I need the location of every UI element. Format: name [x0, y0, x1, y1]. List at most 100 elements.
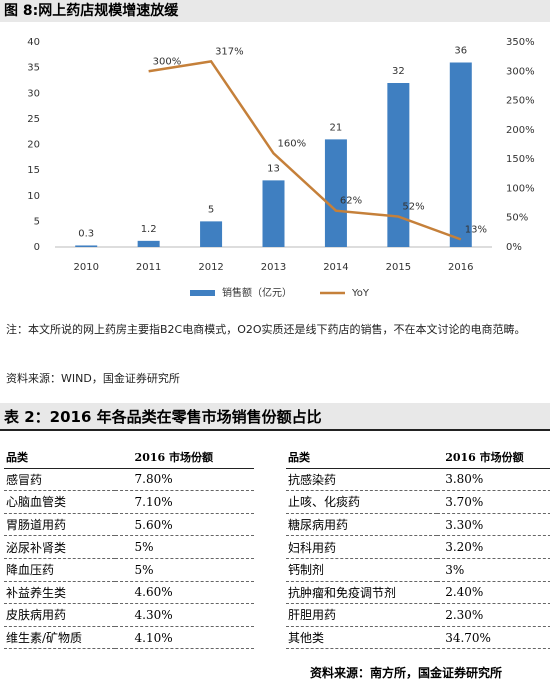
y-tick-label: 40 [27, 37, 40, 48]
y2-tick-label: 200% [506, 125, 535, 136]
bar [200, 221, 223, 247]
table-cell: 2016 市场份额 [114, 446, 254, 469]
table-row: 维生素/矿物质 4.10% [4, 626, 254, 650]
table-cell: 2016 市场份额 [437, 446, 550, 469]
table-cell: 4.10% [114, 626, 254, 650]
table-cell: 品类 [4, 446, 115, 469]
line-value-label: 62% [340, 196, 362, 207]
bar [324, 139, 347, 247]
table-cell: 7.10% [114, 490, 254, 514]
table-row: 品类 2016 市场份额 [286, 446, 550, 469]
table-row: 钙制剂 3% [286, 558, 550, 582]
table-cell: 3% [437, 558, 550, 582]
y2-tick-label: 50% [506, 213, 528, 224]
y2-tick-label: 300% [506, 66, 535, 77]
table-cell: 5.60% [114, 513, 254, 537]
table-cell: 皮肤病用药 [4, 603, 115, 627]
table-row: 泌尿补肾类 5% [4, 535, 254, 559]
table-cell: 34.70% [437, 626, 550, 650]
y-tick-label: 30 [27, 88, 40, 99]
table-row: 品类 2016 市场份额 [4, 446, 254, 469]
table-cell: 妇科用药 [286, 535, 438, 559]
table-cell: 品类 [286, 446, 438, 469]
table-row: 补益养生类 4.60% [4, 581, 254, 605]
table-cell: 3.20% [437, 535, 550, 559]
y-tick-label: 0 [34, 242, 40, 253]
table-cell: 泌尿补肾类 [4, 535, 115, 559]
table-row: 肝胆用药 2.30% [286, 603, 550, 627]
x-tick-label: 2016 [448, 262, 473, 273]
table-row: 抗感染药 3.80% [286, 468, 550, 492]
bar-value-label: 36 [454, 46, 467, 57]
line-value-label: 160% [278, 138, 307, 149]
x-tick-label: 2011 [136, 262, 161, 273]
table-cell: 抗感染药 [286, 468, 438, 492]
table-title: 表 2：2016 年各品类在零售市场销售份额占比 [0, 403, 550, 431]
legend-swatch [190, 290, 215, 296]
table-cell: 感冒药 [4, 468, 115, 492]
table-row: 糖尿病用药 3.30% [286, 513, 550, 537]
y-tick-label: 35 [27, 63, 40, 74]
table-cell: 胃肠道用药 [4, 513, 115, 537]
table-cell: 钙制剂 [286, 558, 438, 582]
y2-tick-label: 250% [506, 96, 535, 107]
bar-value-label: 32 [392, 66, 405, 77]
table-cell: 肝胆用药 [286, 603, 438, 627]
line-value-label: 52% [402, 202, 424, 213]
table-row: 妇科用药 3.20% [286, 535, 550, 559]
chart: 0 5 10 15 20 25 30 35 40 0% 50% 100% 150% 200% 250% 300… [27, 37, 535, 299]
line-value-label: 300% [153, 56, 182, 67]
x-tick-label: 2012 [198, 262, 223, 273]
note: 注：本文所说的网上药房主要指B2C电商模式，O2O实质还是线下药店的销售，不在本… [6, 323, 526, 336]
table-left: 品类 2016 市场份额 感冒药 7.80% 心脑血管类 7.10% 胃肠道用药 5.60% 泌… [4, 446, 254, 650]
x-tick-label: 2013 [261, 262, 286, 273]
table-cell: 维生素/矿物质 [4, 626, 115, 650]
table-row: 感冒药 7.80% [4, 468, 254, 492]
table-cell: 5% [114, 535, 254, 559]
table-cell: 7.80% [114, 468, 254, 492]
table-cell: 2.40% [437, 581, 550, 605]
figure-title: 图 8:网上药店规模增速放缓 [0, 0, 550, 22]
table-cell: 补益养生类 [4, 581, 115, 605]
table-cell: 3.80% [437, 468, 550, 492]
bar [137, 240, 160, 247]
x-tick-label: 2014 [323, 262, 348, 273]
table-cell: 4.60% [114, 581, 254, 605]
table-right: 品类 2016 市场份额 抗感染药 3.80% 止咳、化痰药 3.70% 糖尿病用药 3.30… [286, 446, 550, 650]
table-cell: 4.30% [114, 603, 254, 627]
y-tick-label: 20 [27, 140, 40, 151]
table-cell: 抗肿瘤和免疫调节剂 [286, 581, 438, 605]
y2-tick-label: 100% [506, 183, 535, 194]
bar-value-label: 5 [208, 204, 214, 215]
y2-tick-label: 150% [506, 154, 535, 165]
table-source: 资料来源：南方所，国金证券研究所 [310, 666, 503, 680]
table-cell: 3.70% [437, 490, 550, 514]
table-cell: 5% [114, 558, 254, 582]
bar-value-label: 21 [330, 122, 343, 133]
bar [449, 62, 472, 247]
table-row: 心脑血管类 7.10% [4, 490, 254, 514]
y2-tick-label: 350% [506, 37, 535, 48]
legend-label: 销售额（亿元） [222, 286, 292, 299]
bar [75, 245, 98, 247]
table-row: 抗肿瘤和免疫调节剂 2.40% [286, 581, 550, 605]
bar [262, 180, 285, 247]
legend-label: YoY [351, 288, 370, 299]
line-value-label: 317% [215, 46, 244, 57]
table-row: 止咳、化痰药 3.70% [286, 490, 550, 514]
bar [387, 83, 410, 247]
table-row: 其他类 34.70% [286, 626, 550, 650]
bar-value-label: 0.3 [78, 228, 94, 239]
table-cell: 心脑血管类 [4, 490, 115, 514]
source: 资料来源：WIND，国金证券研究所 [6, 372, 180, 385]
line [148, 59, 462, 241]
table-cell: 2.30% [437, 603, 550, 627]
table-cell: 糖尿病用药 [286, 513, 438, 537]
table-cell: 其他类 [286, 626, 438, 650]
y-tick-label: 15 [27, 165, 40, 176]
table-cell: 3.30% [437, 513, 550, 537]
bar-value-label: 1.2 [141, 224, 157, 235]
table-row: 胃肠道用药 5.60% [4, 513, 254, 537]
line-value-label: 13% [465, 224, 487, 235]
